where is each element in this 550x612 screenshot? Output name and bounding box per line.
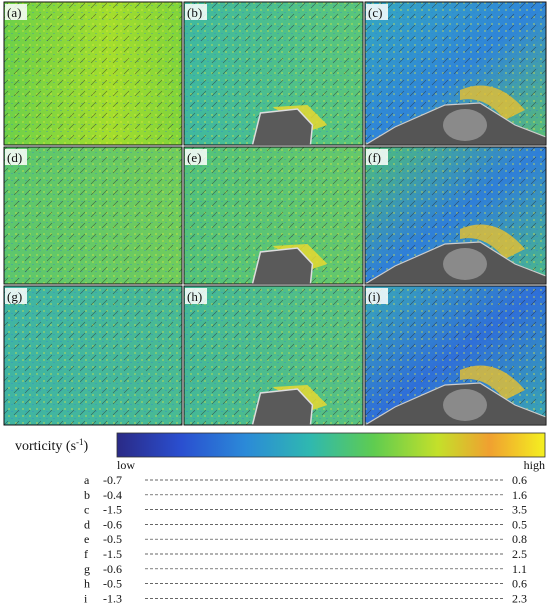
row-letter: c xyxy=(84,503,89,517)
row-letter: b xyxy=(84,488,90,502)
colorbar-label-sup: -1 xyxy=(76,437,84,447)
row-low: -0.5 xyxy=(103,577,122,591)
row-letter: e xyxy=(84,532,89,546)
panel-label-bg xyxy=(5,288,27,304)
panel-label: (i) xyxy=(368,289,380,304)
object xyxy=(251,108,314,146)
panel: (g) xyxy=(3,285,183,426)
object xyxy=(251,247,314,285)
row-high: 2.5 xyxy=(512,547,527,561)
panel-border xyxy=(3,146,183,285)
panel: (i) xyxy=(362,285,547,426)
panel-label-bg xyxy=(366,288,388,304)
range-table: a -0.7 0.6 b -0.4 1.6 c -1.5 3.5 d -0.6 0.5 e -0.5 0.8… xyxy=(84,473,527,605)
panel-label: (h) xyxy=(187,289,202,304)
panel-label-bg xyxy=(185,149,207,165)
panel-border xyxy=(364,1,547,146)
panel: (d) xyxy=(3,146,183,285)
row-low: -0.6 xyxy=(103,562,122,576)
panel-border xyxy=(3,1,183,146)
colorbar-label: vorticity (s-1) xyxy=(15,437,89,454)
row-low: -0.4 xyxy=(103,488,122,502)
panel-label-bg xyxy=(185,288,207,304)
panel-border xyxy=(364,146,547,285)
row-letter: i xyxy=(84,591,88,605)
panel-label-bg xyxy=(366,4,388,20)
panel-label-bg xyxy=(5,4,27,20)
panel: (c) xyxy=(362,1,547,146)
row-letter: h xyxy=(84,577,90,591)
hot-spot xyxy=(460,224,525,259)
panel-vectors xyxy=(4,2,182,145)
panel-grid: (a) (b) (c) (d) (e) (f) (g) (h) (i) xyxy=(3,1,547,426)
object-detail xyxy=(443,389,487,421)
panel-label-bg xyxy=(5,149,27,165)
row-low: -1.3 xyxy=(103,591,122,605)
row-low: -1.5 xyxy=(103,503,122,517)
row-letter: g xyxy=(84,562,90,576)
panel-label: (a) xyxy=(7,5,21,20)
panel-border xyxy=(3,285,183,426)
colorbar-label-end: ) xyxy=(84,439,89,454)
panel-label: (d) xyxy=(7,150,22,165)
row-low: -1.5 xyxy=(103,547,122,561)
colorbar xyxy=(116,432,546,458)
row-low: -0.7 xyxy=(103,473,122,487)
panel-label: (c) xyxy=(368,5,382,20)
colorbar-label-text: vorticity (s xyxy=(15,439,76,454)
panel-border xyxy=(183,285,364,426)
panel-border xyxy=(364,285,547,426)
row-high: 3.5 xyxy=(512,503,527,517)
hot-spot xyxy=(460,85,525,120)
row-letter: a xyxy=(84,473,90,487)
object xyxy=(251,388,314,426)
row-high: 0.5 xyxy=(512,517,527,531)
panel: (f) xyxy=(362,146,547,285)
panel: (a) xyxy=(3,1,183,146)
colorbar-low: low xyxy=(117,458,135,472)
panel: (b) xyxy=(183,1,364,146)
panel-label-bg xyxy=(185,4,207,20)
row-letter: d xyxy=(84,517,90,531)
row-letter: f xyxy=(84,547,88,561)
panel-label: (g) xyxy=(7,289,22,304)
row-low: -0.5 xyxy=(103,532,122,546)
panel: (h) xyxy=(183,285,364,426)
hot-spot xyxy=(460,365,525,400)
row-high: 1.1 xyxy=(512,562,527,576)
panel: (e) xyxy=(183,146,364,285)
row-low: -0.6 xyxy=(103,517,122,531)
panel-vectors xyxy=(4,286,182,425)
object-detail xyxy=(443,109,487,141)
panel-border xyxy=(183,1,364,146)
panel-label: (b) xyxy=(187,5,202,20)
object-detail xyxy=(443,248,487,280)
row-high: 0.6 xyxy=(512,473,527,487)
row-high: 0.8 xyxy=(512,532,527,546)
panel-label: (e) xyxy=(187,150,201,165)
panel-label-bg xyxy=(366,149,388,165)
row-high: 2.3 xyxy=(512,591,527,605)
row-high: 0.6 xyxy=(512,577,527,591)
panel-vectors xyxy=(4,147,182,284)
row-high: 1.6 xyxy=(512,488,527,502)
panel-label: (f) xyxy=(368,150,381,165)
colorbar-high: high xyxy=(524,458,545,472)
panel-border xyxy=(183,146,364,285)
